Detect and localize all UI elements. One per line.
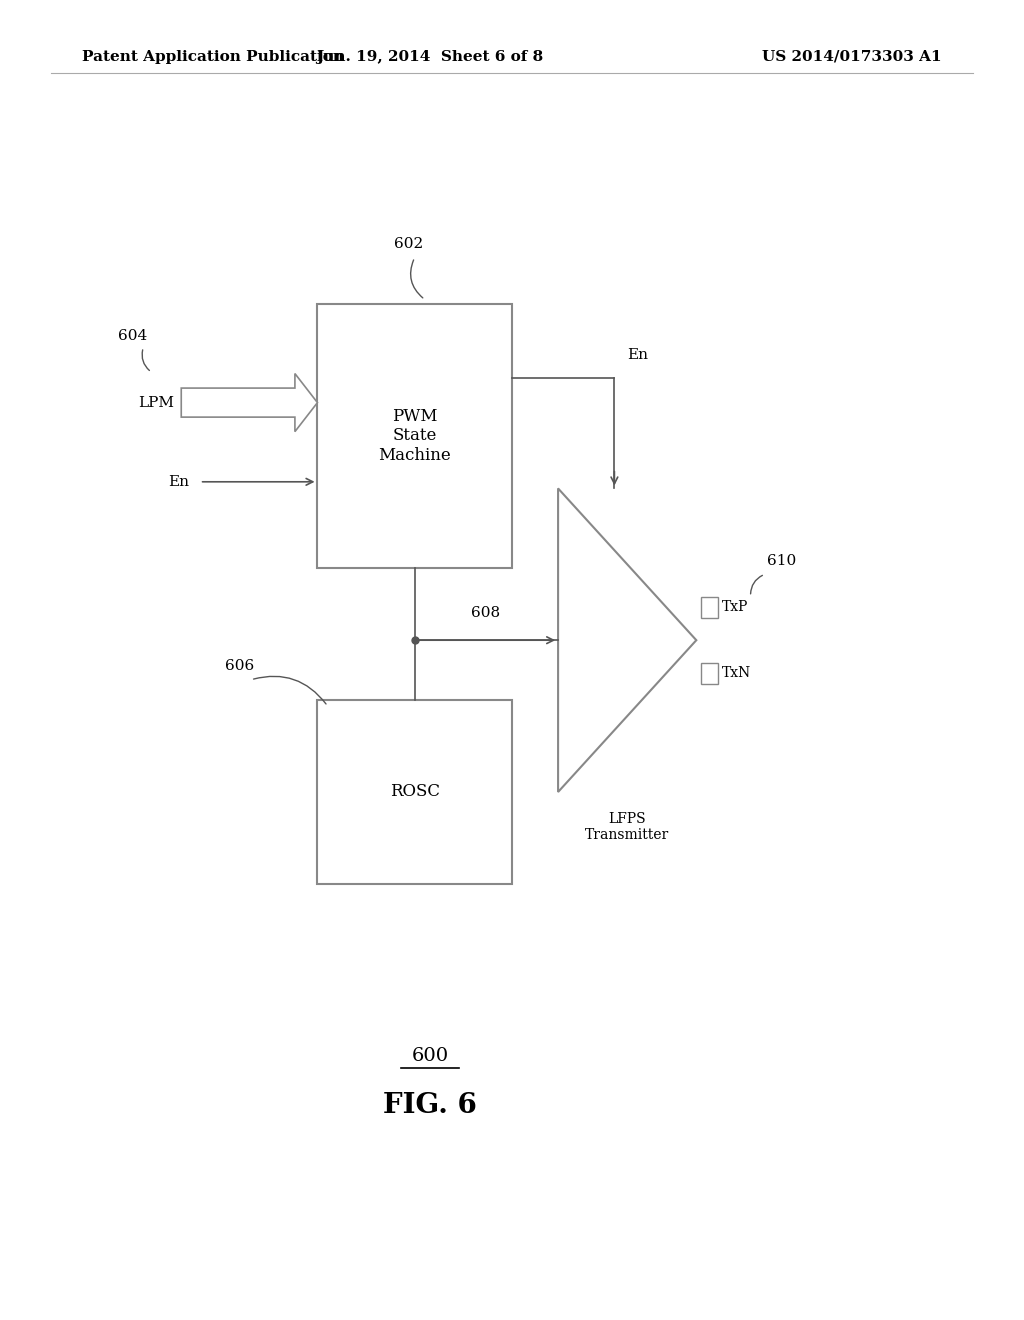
Bar: [317, 304, 512, 568]
Text: Jun. 19, 2014  Sheet 6 of 8: Jun. 19, 2014 Sheet 6 of 8: [316, 50, 544, 63]
Text: 604: 604: [118, 329, 147, 343]
Text: 610: 610: [767, 553, 797, 568]
Text: 602: 602: [394, 236, 424, 251]
Text: En: En: [168, 475, 189, 488]
Text: TxP: TxP: [722, 601, 749, 614]
Polygon shape: [558, 488, 696, 792]
Bar: [317, 700, 512, 884]
Text: 608: 608: [471, 606, 500, 620]
Text: En: En: [627, 347, 648, 362]
Text: LFPS
Transmitter: LFPS Transmitter: [585, 812, 670, 842]
Bar: [701, 663, 718, 684]
Text: PWM
State
Machine: PWM State Machine: [378, 408, 452, 463]
Bar: [701, 597, 718, 618]
Text: TxN: TxN: [722, 667, 752, 680]
Polygon shape: [181, 374, 317, 432]
Text: 600: 600: [412, 1047, 449, 1065]
Text: Patent Application Publication: Patent Application Publication: [82, 50, 344, 63]
Text: FIG. 6: FIG. 6: [383, 1092, 477, 1118]
Text: ROSC: ROSC: [390, 784, 439, 800]
Text: 606: 606: [225, 659, 255, 673]
Text: US 2014/0173303 A1: US 2014/0173303 A1: [763, 50, 942, 63]
Text: LPM: LPM: [138, 396, 174, 409]
